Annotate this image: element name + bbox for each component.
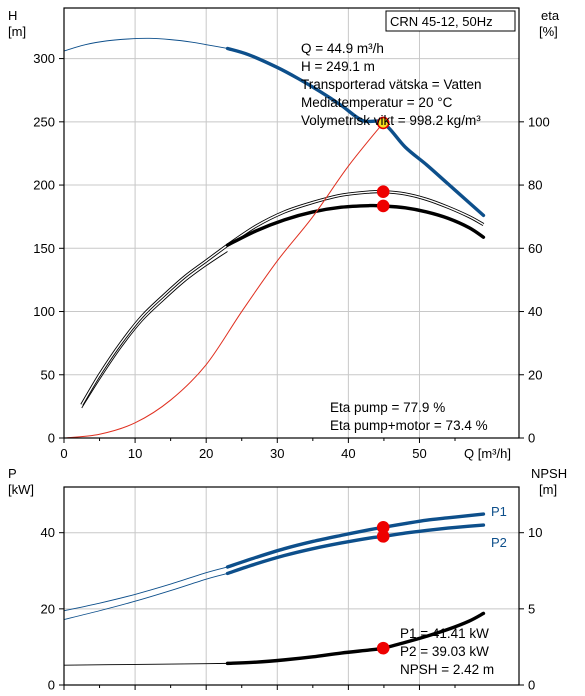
info-h: H = 249.1 m: [301, 59, 375, 74]
left-tick-label: 0: [48, 678, 55, 693]
bottom-curves: [63, 512, 486, 666]
series-label-p2: P2: [491, 535, 507, 550]
right-tick-label: 80: [528, 178, 542, 193]
x-tick-label: 10: [128, 446, 142, 461]
left-tick-label: 100: [33, 304, 55, 319]
bottom-right-axis-unit: [m]: [539, 482, 557, 497]
eta-pump-thick-inner: [227, 190, 484, 246]
left-tick-label: 300: [33, 51, 55, 66]
bottom-right-axis-label: NPSH: [531, 466, 567, 481]
eta-pump-thin-inner: [81, 244, 228, 406]
title-box: [385, 10, 516, 32]
top-ticks: 0 10 20 30 40 50 0 50 100 150 200 250 300 0 20 40 60 80 10…: [33, 51, 549, 461]
chart-title: CRN 45-12, 50Hz: [390, 14, 493, 29]
top-grid: [64, 8, 519, 438]
top-right-axis-unit: [%]: [539, 24, 558, 39]
eta-pump-motor-thin-line: [81, 251, 228, 409]
x-tick-label: 40: [341, 446, 355, 461]
left-tick-label: 0: [48, 431, 55, 446]
top-left-axis-unit: [m]: [8, 24, 26, 39]
bottom-markers: [376, 521, 390, 655]
x-tick-label: 0: [60, 446, 67, 461]
right-tick-label: 0: [528, 431, 535, 446]
duty-point-marker: [376, 530, 390, 543]
left-tick-label: 250: [33, 114, 55, 129]
left-tick-label: 200: [33, 178, 55, 193]
duty-point-marker: [376, 199, 390, 213]
info-eta-pump-motor: Eta pump+motor = 73.4 %: [330, 418, 488, 433]
bottom-plot-frame: [63, 486, 520, 686]
info-p1: P1 = 41.41 kW: [400, 626, 489, 641]
npsh-thin-line: [63, 662, 228, 666]
right-tick-label: 60: [528, 241, 542, 256]
left-tick-label: 40: [41, 525, 55, 540]
bottom-ticks: 0 20 40 0 5 10: [41, 525, 543, 692]
info-npsh: NPSH = 2.42 m: [400, 662, 494, 677]
info-q: Q = 44.9 m³/h: [301, 41, 384, 56]
top-right-axis-label: eta: [541, 8, 560, 23]
x-tick-label: 30: [270, 446, 284, 461]
info-temperature: Mediatemperatur = 20 °C: [301, 95, 453, 110]
top-markers: [376, 116, 390, 213]
right-tick-label: 10: [528, 525, 542, 540]
right-tick-label: 20: [528, 367, 542, 382]
left-tick-label: 50: [41, 367, 55, 382]
npsh-thick-line: [225, 611, 486, 666]
top-panel: 0 10 20 30 40 50 0 50 100 150 200 250 300 0 20 40 60 80 10…: [8, 7, 560, 461]
bottom-panel: 0 20 40 0 5 10 P [kW] NPSH [m] P1 P2 P1 = 41.…: [8, 466, 567, 693]
right-tick-label: 100: [528, 114, 550, 129]
p1-thin-line: [63, 566, 228, 612]
x-tick-label: 50: [412, 446, 426, 461]
h-thin-line: [63, 37, 228, 52]
top-curves: [63, 37, 486, 439]
system-curve-line: [63, 122, 384, 439]
info-eta-pump: Eta pump = 77.9 %: [330, 400, 445, 415]
right-tick-label: 40: [528, 304, 542, 319]
x-tick-label: 20: [199, 446, 213, 461]
bottom-left-axis-label: P: [8, 466, 17, 481]
p2-thin-line: [63, 572, 228, 620]
h-thick-line: [225, 46, 486, 218]
p2-thick-line: [225, 523, 486, 576]
duty-point-marker: [376, 641, 390, 655]
top-plot-frame: [63, 7, 520, 439]
series-label-p1: P1: [491, 504, 507, 519]
info-liquid: Transporterad vätska = Vatten: [301, 77, 481, 92]
info-density: Volymetrisk vikt = 998.2 kg/m³: [301, 113, 481, 128]
bottom-grid: [64, 487, 519, 685]
bottom-left-axis-unit: [kW]: [8, 482, 34, 497]
duty-point-marker: [376, 116, 390, 130]
left-tick-label: 20: [41, 601, 55, 616]
duty-point-marker: [376, 185, 390, 198]
top-x-axis-label: Q [m³/h]: [464, 446, 511, 461]
info-p2: P2 = 39.03 kW: [400, 644, 489, 659]
top-left-axis-label: H: [8, 8, 17, 23]
p1-thick-line: [225, 512, 486, 569]
right-tick-label: 0: [528, 678, 535, 693]
eta-pump-motor-thick-line: [225, 203, 486, 247]
left-tick-label: 150: [33, 241, 55, 256]
right-tick-label: 5: [528, 601, 535, 616]
